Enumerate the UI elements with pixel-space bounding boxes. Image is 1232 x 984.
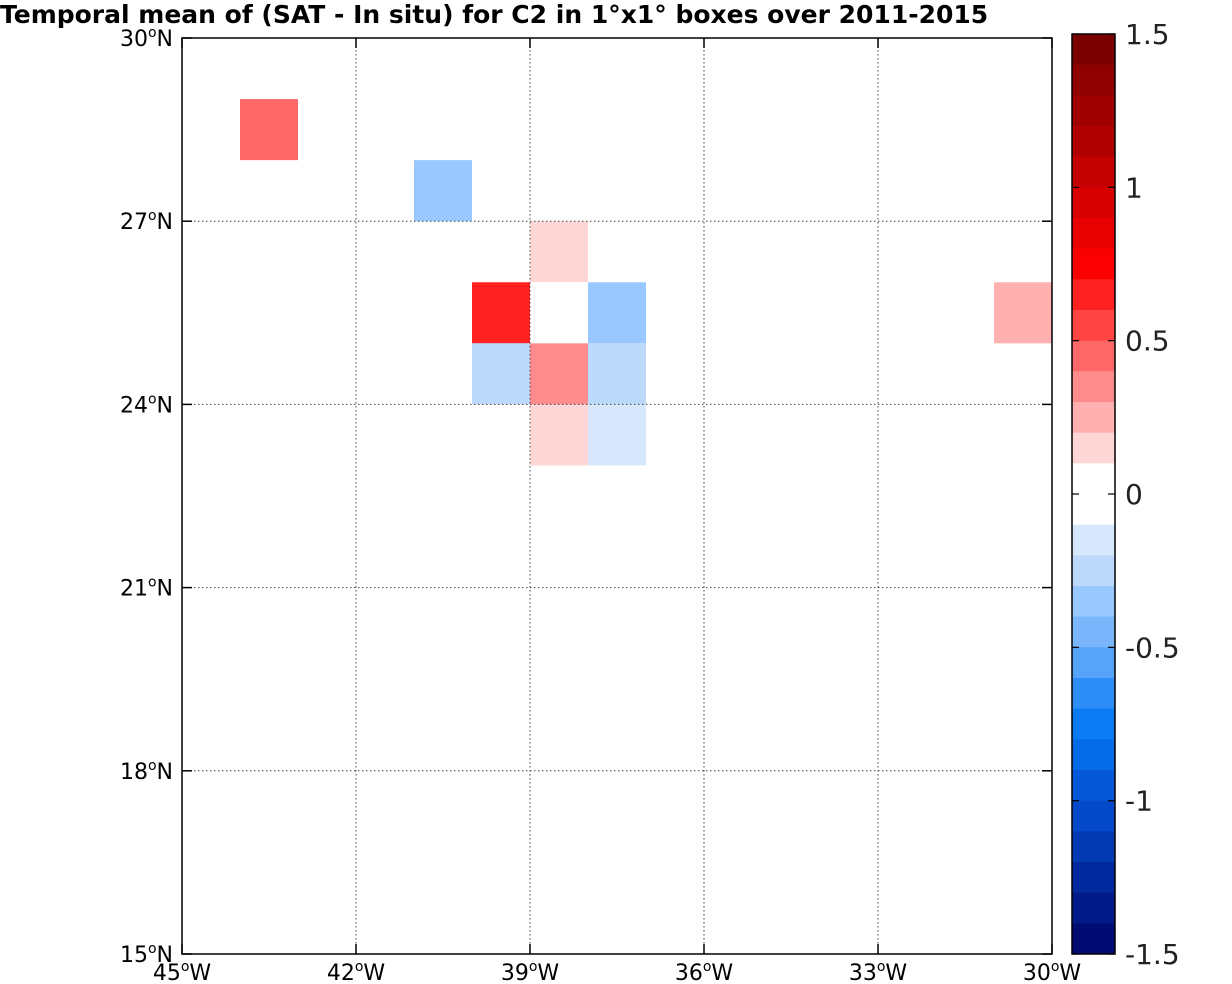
colorbar-tick-label: -0.5 (1125, 631, 1180, 664)
colorbar-segment (1072, 831, 1115, 863)
lon-tick-label: 39oW (501, 959, 560, 984)
lat-tick-label: 15oN (120, 941, 173, 968)
anomaly-box (530, 282, 588, 344)
colorbar-tick-label: 1 (1125, 171, 1143, 204)
lon-tick-label: 33oW (849, 959, 908, 984)
colorbar-segment (1072, 524, 1115, 556)
anomaly-box (472, 343, 530, 405)
anomaly-box (588, 282, 646, 344)
anomaly-box (414, 160, 472, 222)
colorbar-segment (1072, 156, 1115, 188)
map-title: Temporal mean of (SAT - In situ) for C2 … (0, 0, 989, 29)
colorbar-segment (1072, 64, 1115, 96)
lon-tick-label: 42oW (327, 959, 386, 984)
colorbar-tick-label: 1.5 (1125, 18, 1170, 51)
anomaly-box (472, 282, 530, 344)
lon-tick-label: 30oW (1023, 959, 1082, 984)
colorbar-segment (1072, 279, 1115, 311)
colorbar-segment (1072, 126, 1115, 158)
colorbar-segment (1072, 923, 1115, 955)
map-axes: 45oW 42oW 39oW 36oW 33oW 30oW 15oN 18oN 21oN 24oN… (120, 25, 1081, 984)
lat-tick-label: 24oN (120, 391, 173, 418)
colorbar-tick-label: -1.5 (1125, 938, 1180, 971)
colorbar-segment (1072, 647, 1115, 679)
colorbar-segment (1072, 432, 1115, 464)
lon-tick-label: 36oW (675, 959, 734, 984)
colorbar-segment (1072, 494, 1115, 526)
colorbar-segment (1072, 218, 1115, 250)
lat-tick-label: 27oN (120, 208, 173, 235)
lat-tick-label: 30oN (120, 25, 173, 52)
anomaly-box (588, 343, 646, 405)
colorbar-segment (1072, 586, 1115, 618)
colorbar-segment (1072, 616, 1115, 648)
anomaly-box (530, 343, 588, 405)
map-plot-area[interactable] (182, 38, 1052, 954)
colorbar-segment (1072, 770, 1115, 802)
anomaly-box (530, 221, 588, 283)
lon-tick-label: 45oW (153, 959, 212, 984)
map-gridlines (182, 38, 1052, 954)
colorbar-segment (1072, 310, 1115, 342)
anomaly-box (588, 404, 646, 466)
anomaly-boxes (240, 99, 1052, 466)
plot-background[interactable] (182, 38, 1052, 954)
map-frame (181, 37, 1053, 955)
colorbar-tick-label: 0 (1125, 478, 1143, 511)
lat-tick-label: 18oN (120, 758, 173, 785)
colorbar-segment (1072, 739, 1115, 771)
colorbar-segment (1072, 800, 1115, 832)
colorbar-tick-label: -1 (1125, 785, 1153, 818)
anomaly-box (994, 282, 1052, 344)
colorbar-segment (1072, 34, 1115, 66)
colorbar-segment (1072, 555, 1115, 587)
colorbar-segment (1072, 248, 1115, 280)
colorbar: 1.5 1 0.5 0 -0.5 -1 -1.5 (1071, 18, 1180, 971)
colorbar-segment (1072, 463, 1115, 495)
colorbar-tick-label: 0.5 (1125, 325, 1170, 358)
colorbar-segment (1072, 892, 1115, 924)
colorbar-segment (1072, 862, 1115, 894)
anomaly-box (530, 404, 588, 466)
lat-tick-label: 21oN (120, 575, 173, 602)
colorbar-segment (1072, 187, 1115, 219)
colorbar-segment (1072, 340, 1115, 372)
colorbar-segment (1072, 678, 1115, 710)
colorbar-segment (1072, 371, 1115, 403)
colorbar-segment (1072, 95, 1115, 127)
anomaly-box (240, 99, 298, 161)
colorbar-segment (1072, 402, 1115, 434)
colorbar-segment (1072, 708, 1115, 740)
